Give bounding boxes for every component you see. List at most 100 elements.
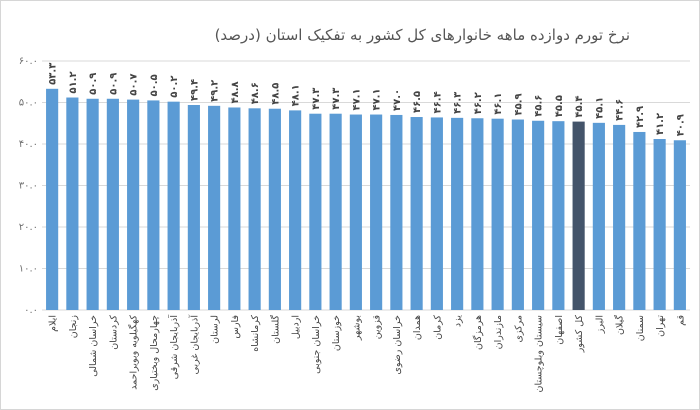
bar (532, 120, 545, 310)
x-tick-label: ایلام (48, 315, 59, 332)
x-tick-label: گلستان (269, 315, 281, 344)
y-tick-label: ۲۰.۰ (19, 222, 38, 233)
data-label: ۴۱.۲ (655, 113, 666, 135)
x-tick-label: آذربایجان شرقی (167, 315, 180, 380)
x-tick-label: لرستان (210, 315, 221, 344)
data-label: ۴۸.۸ (230, 81, 241, 103)
bar (390, 114, 403, 310)
x-tick-label: خراسان رضوی (392, 315, 403, 375)
bar (66, 97, 79, 311)
value-labels: ۵۳.۳ ۵۱.۲ ۵۰.۹ ۵۰.۹ ۵۰.۷ ۵۰.۵ ۵۰.۲ ۴۹.۴ ۴۹.۲ ۴۸.۸… (48, 63, 687, 137)
x-tick-label: همدان (412, 315, 423, 340)
data-label: ۴۶.۵ (412, 91, 423, 113)
data-label: ۴۵.۱ (594, 97, 605, 119)
x-tick-label: کل کشور (574, 315, 585, 354)
x-tick-label: خوزستان (331, 315, 342, 351)
x-tick-label: اصفهان (554, 315, 565, 345)
x-tick-label: آذربایجان غربی (187, 315, 200, 375)
bar (410, 117, 423, 311)
bar (268, 108, 281, 310)
x-tick-label: کرمان (432, 315, 443, 340)
bar (511, 119, 524, 310)
bar (491, 118, 504, 310)
data-label: ۵۰.۲ (169, 76, 180, 98)
y-tick-label: ۶۰.۰ (19, 56, 38, 67)
data-label: ۴۷.۳ (311, 88, 322, 110)
data-label: ۴۰.۹ (675, 114, 686, 136)
data-label: ۵۰.۹ (88, 73, 99, 95)
bar (349, 114, 362, 310)
x-tick-label: البرز (594, 315, 605, 334)
data-label: ۵۳.۳ (48, 63, 59, 85)
data-label: ۵۱.۲ (68, 71, 79, 93)
x-tick-label: کهگیلویه وبویراحمد (128, 315, 140, 390)
x-tick-label: قزوین (372, 315, 383, 339)
x-tick-label: قم (675, 315, 686, 326)
x-tick-label: بوشهر (351, 315, 362, 341)
y-tick-label: ۴۰.۰ (19, 139, 38, 150)
bar (572, 121, 585, 310)
bar (471, 118, 484, 311)
bar (167, 101, 180, 310)
y-tick-label: ۱۰.۰ (19, 264, 38, 275)
x-axis: ایلام زنجان خراسان شمالی کردستان کهگیلویه وب… (48, 315, 687, 393)
bar (187, 104, 200, 311)
x-tick-label: زنجان (68, 315, 79, 339)
data-label: ۴۵.۵ (554, 95, 565, 117)
bar (106, 98, 119, 310)
bar (370, 114, 383, 310)
x-tick-label: خراسان شمالی (88, 315, 99, 377)
data-label: ۴۷.۳ (331, 88, 342, 110)
bar (248, 108, 261, 310)
x-tick-label: تهران (655, 315, 666, 337)
x-tick-label: یزد (453, 315, 464, 327)
data-label: ۴۵.۶ (534, 95, 545, 117)
data-label: ۴۹.۴ (189, 79, 200, 101)
bar (613, 124, 626, 310)
x-tick-label: چهارمحال وبختیاری (149, 315, 160, 391)
x-tick-label: خراسان جنوبی (311, 315, 322, 374)
y-axis: ۰.۰ ۱۰.۰ ۲۰.۰ ۳۰.۰ ۴۰.۰ ۵۰.۰ ۶۰.۰ (19, 56, 38, 316)
data-label: ۴۶.۱ (493, 93, 504, 115)
data-label: ۴۸.۱ (291, 84, 302, 106)
bar (46, 88, 59, 311)
data-label: ۴۶.۲ (473, 92, 484, 114)
x-tick-label: گیلان (614, 315, 626, 336)
bar (86, 98, 99, 310)
bar (451, 117, 464, 310)
data-label: ۴۷.۰ (392, 89, 403, 111)
data-label: ۴۷.۱ (372, 88, 383, 110)
y-tick-label: ۰.۰ (24, 305, 38, 316)
bar (653, 139, 666, 310)
x-tick-label: کرمانشاه (250, 315, 261, 352)
bar (329, 113, 342, 310)
data-label: ۴۹.۲ (210, 80, 221, 102)
bar (127, 99, 140, 310)
data-label: ۵۰.۷ (129, 73, 140, 95)
x-tick-label: سمنان (635, 315, 646, 341)
bar (228, 107, 241, 310)
bar (208, 105, 221, 310)
data-label: ۵۰.۵ (149, 74, 160, 96)
bar (633, 131, 646, 310)
data-label: ۴۵.۹ (513, 93, 524, 115)
bar (552, 121, 565, 310)
bars (46, 88, 686, 311)
data-label: ۵۰.۹ (108, 73, 119, 95)
data-label: ۴۵.۴ (574, 95, 585, 117)
x-tick-label: مازندران (493, 315, 504, 349)
x-tick-label: هرمزگان (472, 315, 484, 350)
y-tick-label: ۳۰.۰ (19, 181, 38, 192)
bar (147, 100, 160, 310)
x-tick-label: مرکزی (513, 315, 524, 343)
bar (673, 140, 686, 310)
x-tick-label: فارس (230, 315, 241, 339)
data-label: ۴۶.۳ (453, 92, 464, 114)
data-label: ۴۶.۴ (432, 91, 443, 113)
x-tick-label: سیستان وبلوچستان (534, 315, 545, 392)
bar (592, 122, 605, 311)
bar (289, 110, 302, 310)
data-label: ۴۸.۵ (270, 83, 281, 105)
x-tick-label: کردستان (108, 315, 119, 350)
